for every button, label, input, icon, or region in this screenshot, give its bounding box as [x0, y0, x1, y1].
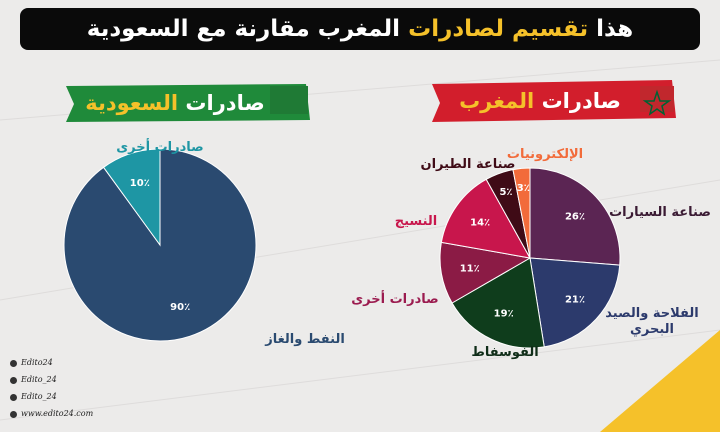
slice-category-label: الفوسفاط: [471, 344, 539, 360]
chart-title: صادرات السعودية: [85, 91, 265, 115]
title-part: المغرب: [459, 89, 535, 113]
slice-category-label: صناعة الطيران: [420, 156, 516, 172]
footer-handle: Edito_24: [10, 392, 57, 401]
slice-category-label: صادرات أخرى: [351, 291, 439, 307]
title-part: تقسيم لصادرات: [408, 16, 589, 42]
slice-value-label: 14٪: [470, 218, 490, 229]
slice-category-label: النفط والغاز: [265, 331, 345, 347]
title-part: صادرات: [541, 89, 621, 113]
footer-handle: Edito24: [10, 358, 53, 367]
pie-slice: [102, 148, 161, 247]
slice-value-label: 11٪: [460, 264, 480, 275]
saudi-flag: [270, 86, 308, 114]
footer-handle: Edito_24: [10, 375, 57, 384]
morocco-ribbon: [432, 80, 676, 122]
pie-slice: [512, 167, 531, 259]
saudi-ribbon: [66, 84, 310, 122]
title-part: صادرات: [185, 91, 265, 115]
flag-star: [642, 89, 672, 116]
slice-category-label: النسيج: [394, 213, 438, 229]
slice-category-label: صناعة السيارات: [609, 204, 711, 220]
corner-triangle: [600, 330, 720, 432]
slice-value-label: 3٪: [517, 183, 530, 194]
pie-slice: [529, 257, 621, 348]
slice-category-label: الفلاحة والصيد البحري: [605, 305, 699, 337]
pie-slice: [440, 178, 531, 259]
pie-slice: [451, 257, 545, 349]
slice-value-label: 19٪: [494, 308, 514, 319]
slice-value-label: 10٪: [130, 178, 150, 189]
slice-category-label: الإلكترونيات: [506, 146, 584, 162]
title-part: السعودية: [85, 91, 179, 115]
slice-value-label: 5٪: [499, 187, 512, 198]
slice-value-label: 90٪: [170, 302, 190, 313]
title-part: المغرب مقارنة مع السعودية: [86, 16, 401, 42]
slice-value-label: 21٪: [565, 295, 585, 306]
footer-handle: www.edito24.com: [10, 409, 93, 418]
title-bar: [20, 8, 700, 50]
pie-slice: [529, 167, 621, 266]
slice-value-label: 26٪: [565, 211, 585, 222]
chart-title: صادرات المغرب: [459, 89, 621, 113]
page-title: هذا تقسيم لصادرات المغرب مقارنة مع السعو…: [87, 16, 633, 42]
slice-category-label: صادرات أخرى: [116, 139, 204, 155]
title-part: هذا: [596, 16, 634, 42]
